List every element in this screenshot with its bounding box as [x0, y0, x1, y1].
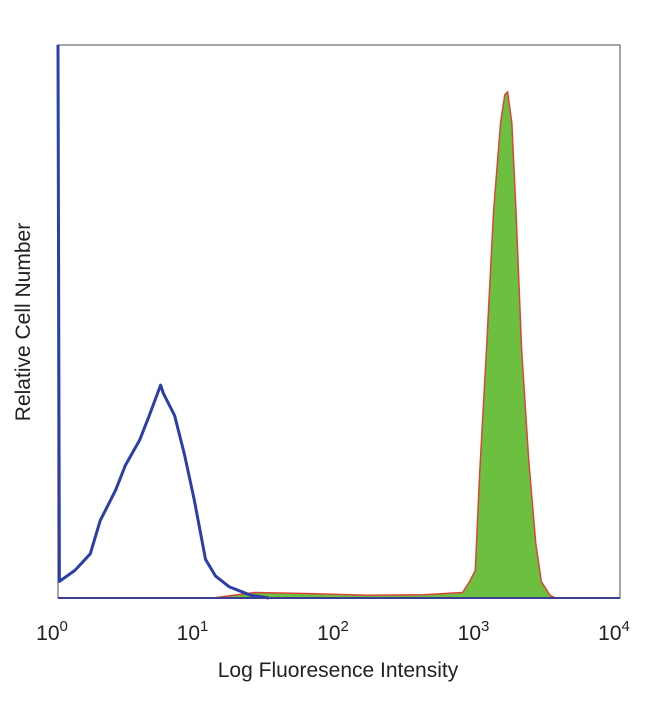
series-stained: [212, 90, 556, 599]
x-tick-label: 100: [36, 618, 68, 645]
y-axis-label: Relative Cell Number: [12, 223, 35, 421]
x-tick-label: 102: [317, 618, 349, 645]
x-tick-label: 104: [598, 618, 630, 645]
series-control: [56, 44, 270, 600]
x-tick-label: 101: [177, 618, 209, 645]
plot-frame: [57, 44, 621, 599]
x-axis-label: Log Fluoresence Intensity: [218, 659, 459, 682]
x-tick-label: 103: [458, 618, 490, 645]
